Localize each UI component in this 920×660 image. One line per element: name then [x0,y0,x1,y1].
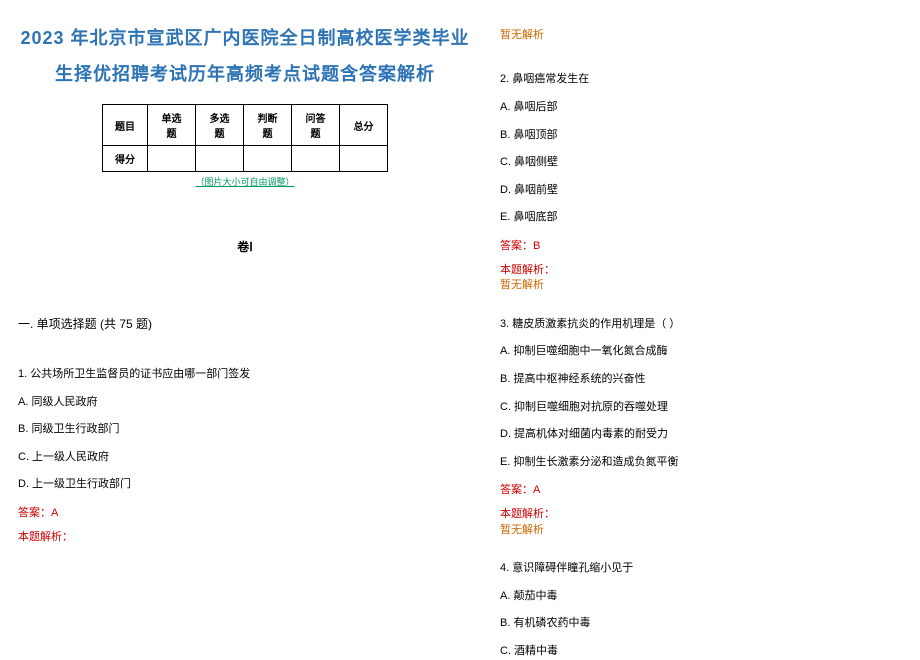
td-label: 得分 [103,146,148,172]
question-stem: 1. 公共场所卫生监督员的证书应由哪一部门签发 [18,366,472,384]
question-block: 1. 公共场所卫生监督员的证书应由哪一部门签发 A. 同级人民政府 B. 同级卫… [18,366,472,545]
th-item: 题目 [103,105,148,146]
td-empty [148,146,196,172]
th-item: 多选题 [196,105,244,146]
th-item: 判断题 [244,105,292,146]
question-option: D. 鼻咽前壁 [500,182,902,200]
question-block: 4. 意识障碍伴瞳孔缩小见于 A. 颠茄中毒 B. 有机磷农药中毒 C. 酒精中… [500,560,902,660]
td-empty [292,146,340,172]
question-option: C. 鼻咽侧壁 [500,154,902,172]
question-option: E. 抑制生长激素分泌和造成负氮平衡 [500,454,902,472]
question-option: B. 鼻咽顶部 [500,127,902,145]
question-option: D. 上一级卫生行政部门 [18,476,472,494]
question-block: 2. 鼻咽癌常发生在 A. 鼻咽后部 B. 鼻咽顶部 C. 鼻咽侧壁 D. 鼻咽… [500,71,902,293]
analysis-none-text: 暂无解析 [500,523,902,538]
td-empty [340,146,388,172]
question-stem: 4. 意识障碍伴瞳孔缩小见于 [500,560,902,578]
table-header-row: 题目 单选题 多选题 判断题 问答题 总分 [103,105,388,146]
question-option: C. 酒精中毒 [500,643,902,660]
volume-label: 卷Ⅰ [18,238,472,255]
question-option: A. 颠茄中毒 [500,588,902,606]
question-option: B. 有机磷农药中毒 [500,615,902,633]
question-option: B. 同级卫生行政部门 [18,421,472,439]
td-empty [196,146,244,172]
analysis-label: 本题解析： [18,530,472,545]
answer-text: 答案：A [500,481,902,497]
td-empty [244,146,292,172]
right-column: 暂无解析 2. 鼻咽癌常发生在 A. 鼻咽后部 B. 鼻咽顶部 C. 鼻咽侧壁 … [490,0,920,651]
analysis-none-text: 暂无解析 [500,28,902,43]
analysis-label: 本题解析： [500,263,902,278]
section-heading: 一. 单项选择题 (共 75 题) [18,315,472,332]
question-option: A. 鼻咽后部 [500,99,902,117]
question-option: B. 提高中枢神经系统的兴奋性 [500,371,902,389]
document-title: 2023 年北京市宣武区广内医院全日制高校医学类毕业生择优招聘考试历年高频考点试… [18,20,472,92]
question-option: E. 鼻咽底部 [500,209,902,227]
question-option: C. 抑制巨噬细胞对抗原的吞噬处理 [500,399,902,417]
question-stem: 3. 糖皮质激素抗炎的作用机理是（ ） [500,316,902,334]
th-item: 总分 [340,105,388,146]
question-option: C. 上一级人民政府 [18,449,472,467]
question-option: D. 提高机体对细菌内毒素的耐受力 [500,426,902,444]
score-table: 题目 单选题 多选题 判断题 问答题 总分 得分 [102,104,388,172]
question-option: A. 抑制巨噬细胞中一氧化氮合成酶 [500,343,902,361]
th-item: 问答题 [292,105,340,146]
question-stem: 2. 鼻咽癌常发生在 [500,71,902,89]
th-item: 单选题 [148,105,196,146]
answer-text: 答案：B [500,237,902,253]
question-block: 3. 糖皮质激素抗炎的作用机理是（ ） A. 抑制巨噬细胞中一氧化氮合成酶 B.… [500,316,902,538]
table-score-row: 得分 [103,146,388,172]
left-column: 2023 年北京市宣武区广内医院全日制高校医学类毕业生择优招聘考试历年高频考点试… [0,0,490,651]
answer-text: 答案：A [18,504,472,520]
question-option: A. 同级人民政府 [18,394,472,412]
analysis-label: 本题解析： [500,507,902,522]
image-resize-note: （图片大小可自由调整） [18,175,472,188]
analysis-none-text: 暂无解析 [500,278,902,293]
